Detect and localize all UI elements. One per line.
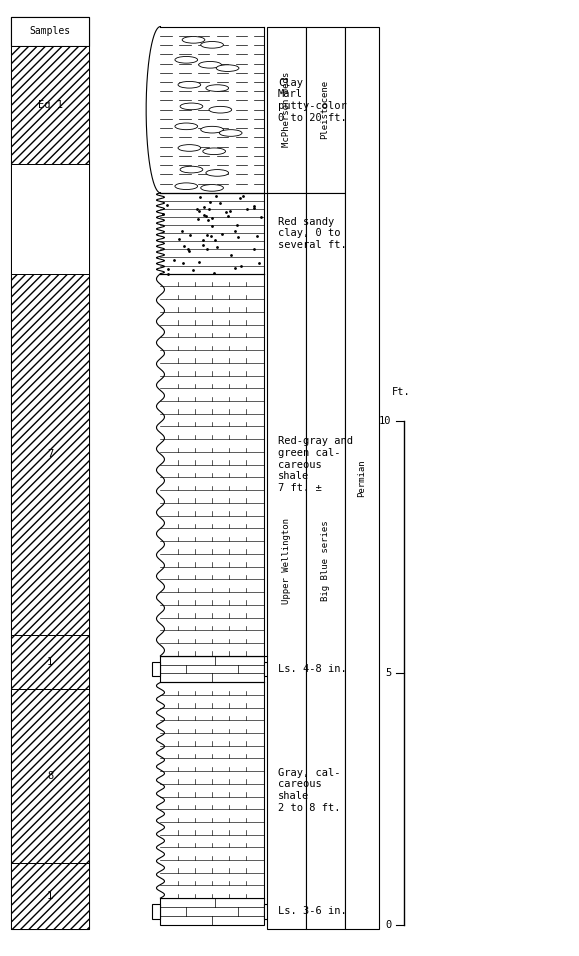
Text: Pleistocene: Pleistocene — [321, 80, 329, 140]
Ellipse shape — [175, 123, 197, 130]
Ellipse shape — [199, 61, 221, 68]
Ellipse shape — [180, 103, 203, 110]
Ellipse shape — [216, 65, 239, 72]
Text: 1: 1 — [47, 657, 53, 667]
Text: Clay
Marl
putty-color
0 to 20 ft.: Clay Marl putty-color 0 to 20 ft. — [278, 77, 347, 122]
Bar — [266, 27, 306, 193]
Ellipse shape — [175, 183, 197, 189]
Bar — [152, 904, 160, 919]
Bar — [306, 27, 345, 193]
Bar — [12, 17, 89, 929]
Text: 7: 7 — [47, 449, 53, 459]
Bar — [263, 904, 272, 919]
Bar — [12, 164, 89, 273]
Text: 5: 5 — [385, 668, 391, 678]
Text: Upper Wellington: Upper Wellington — [281, 518, 291, 604]
Ellipse shape — [201, 185, 223, 191]
Text: 8: 8 — [47, 771, 53, 781]
Ellipse shape — [182, 36, 205, 43]
Text: Red-gray and
green cal-
careous
shale
7 ft. ±: Red-gray and green cal- careous shale 7 … — [278, 437, 353, 493]
Bar — [160, 656, 263, 683]
Bar — [12, 635, 89, 689]
Text: Ft.: Ft. — [392, 387, 411, 397]
Bar — [12, 273, 89, 635]
Bar — [306, 193, 345, 929]
Bar — [263, 662, 272, 676]
Text: Eq 1: Eq 1 — [38, 100, 63, 110]
Bar — [160, 27, 263, 193]
Ellipse shape — [206, 169, 229, 176]
Bar — [160, 273, 263, 656]
Ellipse shape — [209, 106, 232, 113]
Text: 10: 10 — [379, 416, 391, 426]
Text: 1: 1 — [47, 891, 53, 902]
Text: Ls. 3-6 in.: Ls. 3-6 in. — [278, 906, 347, 917]
Ellipse shape — [178, 144, 201, 151]
Bar — [160, 193, 263, 273]
Ellipse shape — [206, 85, 229, 92]
Bar — [12, 863, 89, 929]
Ellipse shape — [178, 81, 201, 88]
Bar — [12, 46, 89, 164]
Text: Permian: Permian — [357, 459, 367, 497]
Ellipse shape — [201, 41, 223, 48]
Text: 0: 0 — [385, 920, 391, 929]
Bar — [152, 662, 160, 676]
Bar — [12, 689, 89, 863]
Text: Ls. 4-8 in.: Ls. 4-8 in. — [278, 664, 347, 674]
Text: McPherson beds: McPherson beds — [281, 72, 291, 147]
Bar — [266, 193, 306, 929]
Bar — [160, 898, 263, 924]
Bar — [160, 683, 263, 898]
Ellipse shape — [201, 126, 223, 133]
Text: Red sandy
clay, 0 to
several ft.: Red sandy clay, 0 to several ft. — [278, 217, 347, 250]
Bar — [345, 27, 379, 929]
Ellipse shape — [175, 56, 197, 63]
Ellipse shape — [203, 148, 225, 155]
Text: Big Blue series: Big Blue series — [321, 521, 329, 601]
Ellipse shape — [219, 130, 242, 137]
Text: Samples: Samples — [30, 27, 71, 36]
Text: Gray, cal-
careous
shale
2 to 8 ft.: Gray, cal- careous shale 2 to 8 ft. — [278, 768, 340, 813]
Bar — [12, 17, 89, 46]
Ellipse shape — [180, 166, 203, 173]
